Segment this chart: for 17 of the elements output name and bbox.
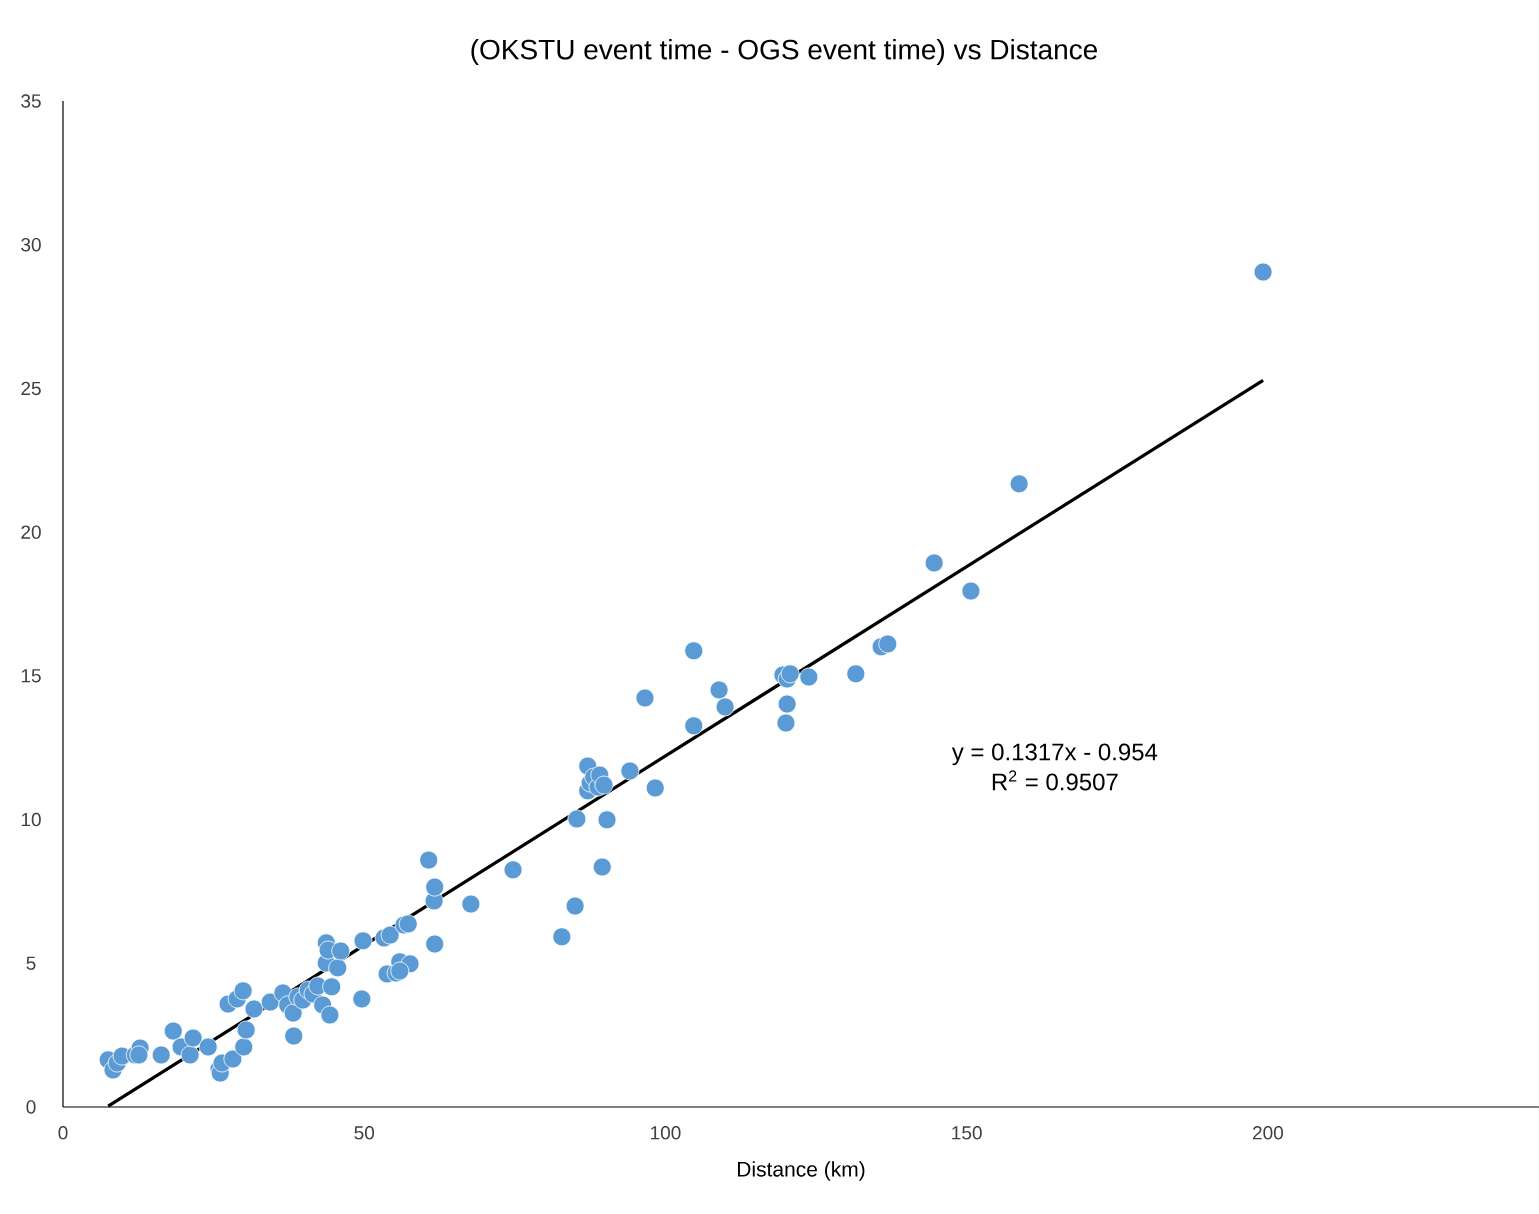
y-tick-label: 25 [21, 381, 41, 396]
x-tick-label: 200 [1252, 1126, 1283, 1140]
x-tick-label: 0 [58, 1126, 68, 1140]
annotation: R$^{2}$ = 0.9507 [992, 770, 1118, 791]
y-tick-label: 30 [21, 237, 41, 252]
y-tick-label: 5 [26, 956, 36, 970]
y-tick-label: 20 [21, 525, 41, 539]
x-tick-label: 150 [952, 1126, 982, 1140]
y-tick-label: 0 [26, 1100, 36, 1114]
y-tick-label: 15 [21, 669, 41, 683]
x-axis-title: Distance (km) [737, 1161, 865, 1181]
x-tick-label: 100 [651, 1126, 681, 1140]
y-tick-label: 10 [21, 812, 41, 827]
y-tick-label: 35 [21, 94, 41, 108]
annotation: y = 0.1317x - 0.954 [951, 743, 1158, 766]
chart-title: (OKSTU event time - OGS event time) vs Distance [471, 38, 1098, 66]
x-tick-label: 50 [354, 1126, 375, 1140]
